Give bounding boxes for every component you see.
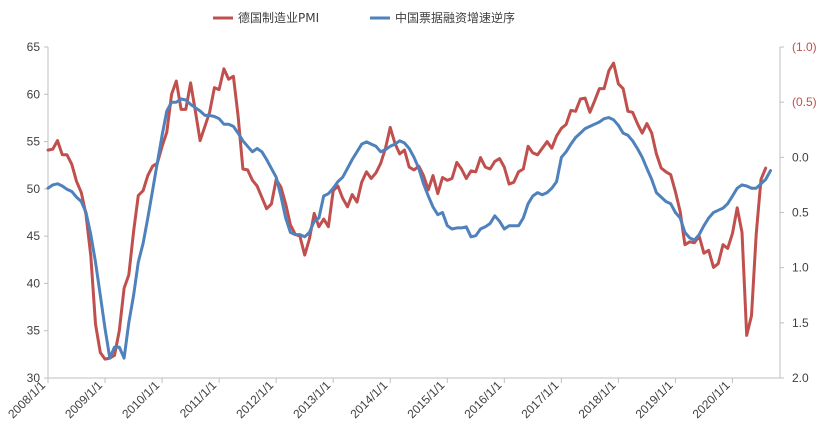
left-tick-label: 40 bbox=[27, 276, 41, 290]
right-tick-label: 1.5 bbox=[792, 316, 809, 330]
right-tick-label: 1.0 bbox=[792, 261, 809, 275]
legend-label-bill: 中国票据融资增速逆序 bbox=[395, 10, 515, 25]
left-tick-label: 55 bbox=[27, 135, 41, 149]
right-tick-label: 0.0 bbox=[792, 150, 809, 164]
series-line-pmi bbox=[46, 61, 768, 361]
right-tick-label: (0.5) bbox=[792, 95, 817, 109]
legend-label-pmi: 德国制造业PMI bbox=[238, 10, 319, 25]
right-tick-label: 2.0 bbox=[792, 371, 809, 385]
left-tick-label: 65 bbox=[27, 40, 41, 54]
left-tick-label: 45 bbox=[27, 229, 41, 243]
right-tick-label: (1.0) bbox=[792, 40, 817, 54]
series-layer bbox=[46, 61, 772, 361]
left-tick-label: 30 bbox=[27, 371, 41, 385]
left-tick-label: 35 bbox=[27, 324, 41, 338]
series-line-bill bbox=[46, 97, 772, 360]
left-tick-label: 50 bbox=[27, 182, 41, 196]
left-axis-ticks: 30 35 40 45 50 55 60 65 bbox=[27, 40, 48, 385]
right-axis-ticks: (1.0) (0.5) 0.0 0.5 1.0 1.5 2.0 bbox=[780, 40, 817, 385]
axes bbox=[47, 47, 781, 379]
legend: 德国制造业PMI 中国票据融资增速逆序 bbox=[213, 10, 515, 25]
left-tick-label: 60 bbox=[27, 87, 41, 101]
right-tick-label: 0.5 bbox=[792, 206, 809, 220]
